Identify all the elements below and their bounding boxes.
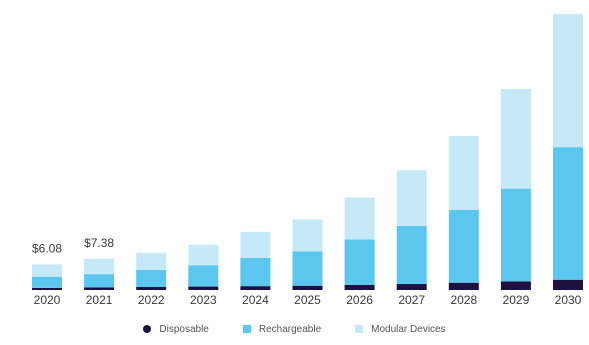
bar-disposable-2020 bbox=[32, 287, 62, 290]
bar-modular-devices-2027 bbox=[396, 170, 427, 226]
legend-item-disposable: Disposable bbox=[143, 323, 209, 335]
x-tick-2027: 2027 bbox=[398, 293, 425, 307]
x-tick-2020: 2020 bbox=[34, 293, 61, 307]
bar-disposable-2022 bbox=[136, 287, 167, 290]
bar-modular-devices-2029 bbox=[500, 88, 531, 189]
bar-rechargeable-2024 bbox=[240, 257, 271, 287]
legend-swatch-rechargeable bbox=[242, 325, 251, 333]
bar-disposable-2029 bbox=[500, 281, 531, 290]
bar-rechargeable-2023 bbox=[188, 265, 219, 287]
bar-rechargeable-2027 bbox=[396, 225, 427, 285]
bar-disposable-2027 bbox=[396, 284, 427, 290]
x-tick-2029: 2029 bbox=[503, 293, 530, 307]
legend-item-rechargeable: Rechargeable bbox=[242, 323, 322, 335]
x-tick-2026: 2026 bbox=[346, 293, 373, 307]
legend-label-rechargeable: Rechargeable bbox=[258, 323, 322, 335]
x-tick-2030: 2030 bbox=[555, 293, 582, 307]
bar-disposable-2028 bbox=[448, 282, 479, 290]
bars-group bbox=[32, 14, 583, 290]
bar-rechargeable-2028 bbox=[448, 210, 479, 283]
bar-rechargeable-2026 bbox=[344, 239, 375, 285]
bar-rechargeable-2021 bbox=[84, 274, 115, 288]
bar-rechargeable-2020 bbox=[32, 276, 62, 288]
x-tick-2025: 2025 bbox=[294, 293, 321, 307]
x-tick-2028: 2028 bbox=[450, 293, 477, 307]
bar-disposable-2026 bbox=[344, 284, 375, 290]
bar-rechargeable-2029 bbox=[500, 188, 531, 282]
bar-modular-devices-2024 bbox=[240, 231, 271, 258]
x-tick-2021: 2021 bbox=[86, 293, 113, 307]
bar-disposable-2023 bbox=[188, 286, 219, 290]
bar-modular-devices-2028 bbox=[448, 136, 479, 211]
bar-modular-devices-2025 bbox=[292, 219, 323, 252]
x-tick-2022: 2022 bbox=[138, 293, 165, 307]
bar-disposable-2030 bbox=[553, 279, 583, 290]
data-label-2021: $7.38 bbox=[84, 236, 114, 250]
bar-modular-devices-2023 bbox=[188, 244, 219, 266]
x-tick-2024: 2024 bbox=[242, 293, 269, 307]
bar-modular-devices-2022 bbox=[136, 252, 167, 270]
bar-modular-devices-2020 bbox=[32, 264, 62, 277]
legend-item-modular-devices: Modular Devices bbox=[355, 323, 446, 335]
x-axis-ticks: 2020 2021 2022 2023 2024 2025 2026 2027 2028 2029… bbox=[34, 293, 582, 307]
legend-label-modular-devices: Modular Devices bbox=[371, 323, 446, 335]
legend: Disposable Rechargeable Modular Devices bbox=[0, 318, 589, 340]
bar-modular-devices-2026 bbox=[344, 197, 375, 240]
bar-disposable-2024 bbox=[240, 286, 271, 290]
x-tick-2023: 2023 bbox=[190, 293, 217, 307]
bar-modular-devices-2021 bbox=[84, 258, 115, 275]
legend-swatch-disposable bbox=[143, 325, 152, 333]
bar-disposable-2021 bbox=[84, 287, 115, 290]
data-labels-group: $6.08 $7.38 bbox=[32, 236, 114, 256]
bar-rechargeable-2030 bbox=[553, 147, 583, 280]
bar-disposable-2025 bbox=[292, 285, 323, 290]
bar-modular-devices-2030 bbox=[553, 14, 583, 148]
legend-swatch-modular-devices bbox=[355, 325, 364, 333]
bar-rechargeable-2025 bbox=[292, 251, 323, 286]
bar-rechargeable-2022 bbox=[136, 269, 167, 288]
data-label-2020: $6.08 bbox=[32, 241, 62, 255]
legend-label-disposable: Disposable bbox=[159, 323, 209, 335]
